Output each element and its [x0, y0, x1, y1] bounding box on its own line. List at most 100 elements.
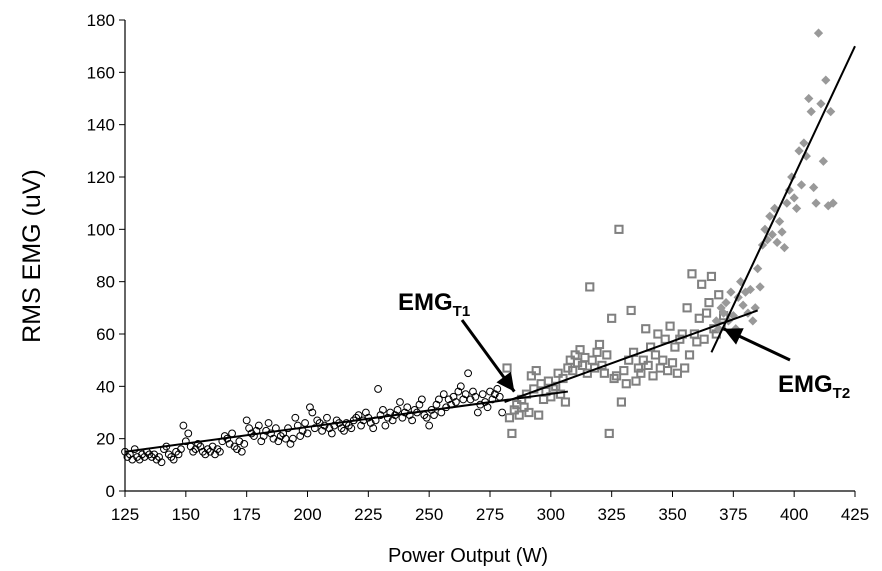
- annotation-arrow-head: [723, 328, 744, 345]
- data-point-diamond: [811, 198, 821, 208]
- data-point-circle: [201, 450, 210, 459]
- data-point-square: [594, 339, 605, 350]
- x-tick-label: 250: [415, 505, 443, 524]
- data-point-circle: [308, 408, 317, 417]
- x-tick-label: 225: [354, 505, 382, 524]
- data-point-circle: [439, 390, 448, 399]
- data-point-circle: [383, 413, 392, 422]
- data-point-circle: [490, 390, 499, 399]
- data-point-circle: [310, 424, 319, 433]
- data-point-circle: [452, 398, 460, 406]
- data-point-square: [524, 407, 534, 418]
- data-point-square: [714, 290, 724, 300]
- data-point-circle: [242, 416, 251, 425]
- data-point-circle: [177, 445, 185, 454]
- data-point-circle: [362, 408, 370, 417]
- data-point-circle: [417, 395, 426, 404]
- data-point-circle: [196, 442, 205, 451]
- data-point-circle: [257, 437, 266, 446]
- fit-lines: [124, 45, 856, 453]
- data-point-circle: [216, 447, 224, 456]
- data-point-circle: [262, 426, 271, 435]
- annotation-text: EMG: [398, 289, 453, 316]
- x-tick-label: 425: [841, 505, 869, 524]
- data-point-square: [611, 371, 622, 381]
- data-point-diamond: [767, 229, 777, 240]
- data-point-circle: [449, 392, 458, 401]
- data-point-square: [502, 363, 512, 373]
- data-point-circle: [167, 453, 176, 461]
- data-point-square: [504, 413, 515, 423]
- data-point-square: [658, 355, 668, 365]
- data-point-square: [687, 269, 697, 279]
- data-point-square: [650, 350, 661, 360]
- data-point-circle: [152, 455, 161, 464]
- data-point-circle: [286, 440, 295, 448]
- data-point-circle: [254, 421, 263, 430]
- data-point-circle: [206, 447, 215, 456]
- data-point-square: [636, 368, 646, 378]
- data-point-circle: [318, 426, 327, 435]
- x-tick-label: 175: [232, 505, 260, 524]
- data-point-circle: [340, 426, 348, 435]
- data-point-square: [670, 342, 680, 352]
- data-point-square: [536, 379, 546, 389]
- data-point-square: [538, 394, 549, 405]
- data-point-diamond: [813, 28, 824, 38]
- data-point-circle: [235, 437, 244, 446]
- x-tick-label: 375: [719, 505, 747, 524]
- data-point-diamond: [809, 182, 819, 193]
- data-point-diamond: [755, 282, 765, 292]
- data-point-square: [587, 355, 597, 365]
- data-point-square: [607, 313, 617, 323]
- y-tick-label: 20: [96, 430, 115, 449]
- data-point-diamond: [772, 237, 782, 248]
- data-point-circle: [245, 424, 254, 433]
- data-point-circle: [444, 395, 453, 404]
- data-point-diamond: [791, 203, 802, 214]
- data-points: [121, 28, 838, 467]
- y-tick-label: 60: [96, 325, 115, 344]
- annotation-text: EMG: [778, 371, 833, 398]
- data-point-square: [543, 376, 553, 386]
- data-point-diamond: [779, 243, 790, 253]
- y-tick-label: 0: [106, 482, 115, 501]
- fit-line: [710, 45, 856, 353]
- data-point-square: [682, 303, 692, 313]
- data-point-square: [694, 313, 704, 323]
- data-point-diamond: [782, 198, 792, 208]
- annotation-label: EMGT2: [778, 371, 850, 402]
- data-point-diamond: [816, 99, 826, 109]
- data-point-square: [692, 337, 702, 347]
- data-point-diamond: [804, 93, 814, 104]
- data-point-circle: [189, 447, 198, 456]
- data-point-circle: [498, 408, 507, 417]
- data-point-circle: [157, 458, 166, 467]
- data-point-diamond: [784, 185, 794, 195]
- data-point-diamond: [818, 156, 828, 166]
- data-point-circle: [135, 455, 144, 464]
- data-point-square: [631, 376, 641, 386]
- data-point-circle: [454, 387, 463, 396]
- annotation-subscript: T1: [453, 303, 471, 320]
- data-point-square: [507, 428, 517, 439]
- data-point-square: [667, 358, 678, 368]
- data-point-circle: [313, 416, 322, 425]
- data-point-circle: [233, 445, 241, 454]
- data-point-circle: [155, 453, 163, 461]
- data-point-square: [638, 355, 648, 365]
- data-point-circle: [403, 403, 412, 412]
- data-point-circle: [354, 411, 363, 420]
- data-point-circle: [357, 421, 365, 430]
- data-point-circle: [337, 424, 346, 433]
- data-point-square: [633, 363, 644, 373]
- data-point-circle: [240, 440, 249, 448]
- data-point-circle: [213, 445, 222, 454]
- data-point-square: [560, 397, 571, 407]
- data-point-circle: [123, 453, 132, 461]
- data-point-square: [626, 305, 636, 316]
- data-point-circle: [291, 413, 300, 422]
- data-point-circle: [296, 432, 305, 440]
- data-point-square: [704, 298, 714, 308]
